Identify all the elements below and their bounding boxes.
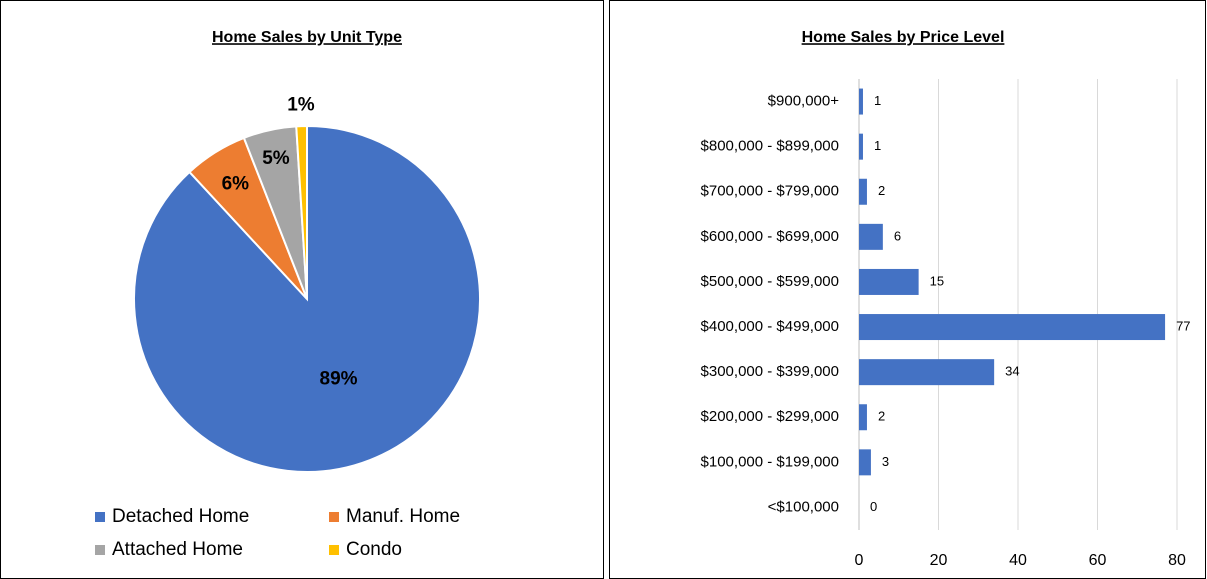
- bar: [859, 133, 863, 160]
- legend-label: Manuf. Home: [346, 506, 460, 527]
- data-label: 2: [878, 409, 885, 424]
- legend-swatch: [95, 512, 105, 522]
- y-tick-label: <$100,000: [768, 498, 839, 515]
- legend-label: Attached Home: [112, 539, 243, 560]
- y-tick-label: $500,000 - $599,000: [701, 273, 839, 290]
- data-label: 6: [894, 228, 901, 243]
- bar: [859, 449, 871, 476]
- x-tick-label: 80: [1168, 552, 1186, 569]
- bar: [859, 223, 883, 250]
- legend-swatch: [329, 512, 339, 522]
- x-tick-label: 0: [855, 552, 864, 569]
- pie-label: 5%: [262, 148, 290, 169]
- y-tick-label: $300,000 - $399,000: [701, 363, 839, 380]
- data-label: 34: [1005, 364, 1019, 379]
- y-tick-label: $400,000 - $499,000: [701, 318, 839, 335]
- y-tick-label: $700,000 - $799,000: [701, 183, 839, 200]
- y-tick-label: $900,000+: [768, 93, 840, 110]
- pie-label: 89%: [320, 369, 358, 390]
- bar: [859, 88, 863, 115]
- legend-swatch: [95, 545, 105, 555]
- bar: [859, 359, 995, 386]
- bar: [859, 268, 919, 295]
- x-tick-label: 40: [1009, 552, 1027, 569]
- bar: [859, 314, 1166, 341]
- pie-slice: [295, 124, 308, 300]
- x-tick-label: 20: [930, 552, 948, 569]
- data-label: 1: [874, 138, 881, 153]
- bar: [859, 404, 867, 431]
- y-tick-label: $200,000 - $299,000: [701, 408, 839, 425]
- legend-label: Detached Home: [112, 506, 249, 527]
- y-tick-label: $800,000 - $899,000: [701, 138, 839, 155]
- data-label: 3: [882, 454, 889, 469]
- pie-label: 1%: [287, 94, 315, 115]
- data-label: 15: [930, 273, 944, 288]
- legend-swatch: [329, 545, 339, 555]
- bar-title: Home Sales by Price Level: [802, 29, 1005, 46]
- data-label: 77: [1176, 318, 1190, 333]
- x-tick-label: 60: [1089, 552, 1107, 569]
- data-label: 0: [870, 499, 877, 514]
- y-tick-label: $600,000 - $699,000: [701, 228, 839, 245]
- bar: [859, 178, 867, 205]
- y-tick-label: $100,000 - $199,000: [701, 453, 839, 470]
- pie-title: Home Sales by Unit Type: [212, 29, 402, 46]
- pie-label: 6%: [222, 174, 250, 195]
- legend-label: Condo: [346, 539, 402, 560]
- data-label: 1: [874, 93, 881, 108]
- data-label: 2: [878, 183, 885, 198]
